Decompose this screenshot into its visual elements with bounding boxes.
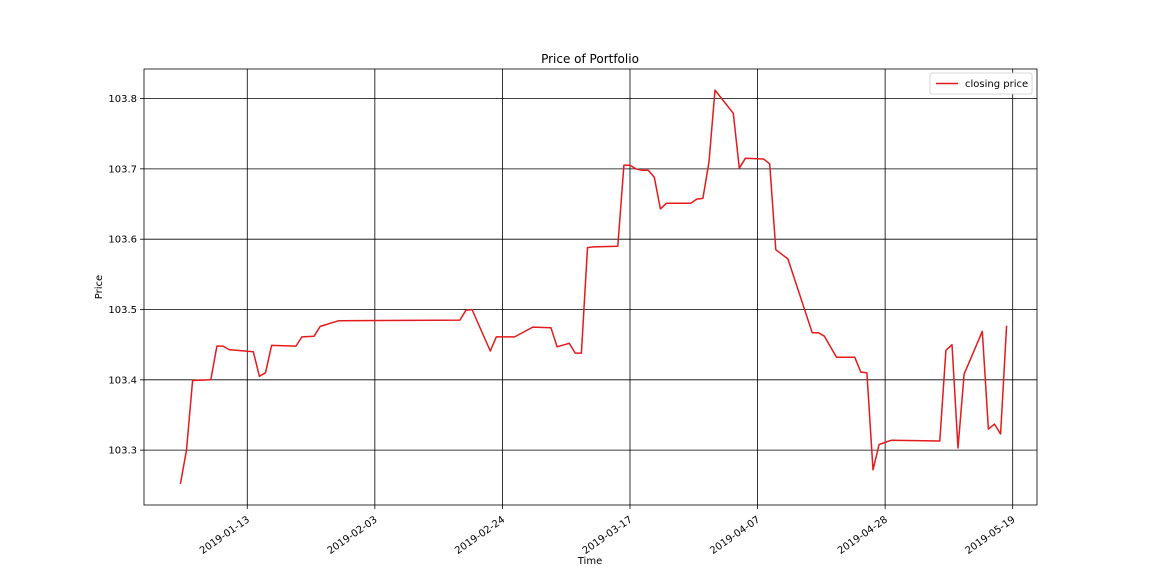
axes-frame <box>143 68 1038 506</box>
y-tick-label: 103.7 <box>108 164 137 175</box>
legend-box <box>929 72 1033 95</box>
x-tick-label: 2019-05-19 <box>963 514 1017 556</box>
y-axis: 103.3 103.4 103.5 103.6 103.7 103.8 <box>108 94 144 457</box>
plot-area <box>179 89 1008 485</box>
x-tick-label: 2019-04-28 <box>836 514 890 556</box>
x-tick-label: 2019-02-24 <box>453 514 507 556</box>
legend-label-closing-price: closing price <box>965 79 1028 90</box>
grid <box>144 69 1037 505</box>
y-axis-label: Price <box>94 275 105 299</box>
series-line-closing-price <box>179 89 1008 485</box>
legend: closing price <box>929 72 1033 95</box>
y-tick-label: 103.3 <box>108 446 137 457</box>
x-tick-label: 2019-03-17 <box>581 514 635 556</box>
x-axis: 2019-01-13 2019-02-03 2019-02-24 2019-03-17… <box>198 505 1017 557</box>
x-axis-label: Time <box>577 556 602 567</box>
y-tick-label: 103.4 <box>108 375 137 386</box>
x-tick-label: 2019-02-03 <box>326 514 380 556</box>
y-tick-label: 103.5 <box>108 305 137 316</box>
y-tick-label: 103.8 <box>108 94 137 105</box>
y-tick-label: 103.6 <box>108 235 137 246</box>
chart-title: Price of Portfolio <box>541 52 639 66</box>
x-tick-label: 2019-01-13 <box>198 514 252 556</box>
x-tick-label: 2019-04-07 <box>708 514 762 556</box>
